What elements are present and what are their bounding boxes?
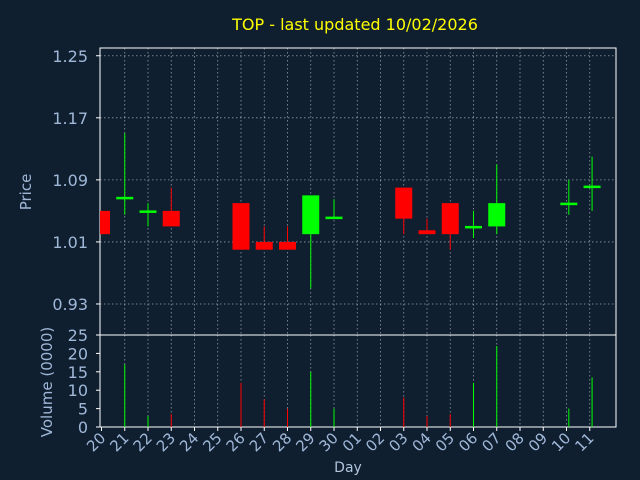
candle-body	[325, 216, 343, 220]
volume-tick-label: 20	[68, 344, 88, 363]
price-tick-label: 1.01	[52, 233, 88, 252]
price-tick-label: 0.93	[52, 295, 88, 314]
candle-body	[418, 230, 436, 235]
candle-body	[488, 203, 506, 227]
candle-body	[116, 196, 134, 200]
volume-tick-label: 10	[68, 381, 88, 400]
volume-tick-label: 25	[68, 326, 88, 345]
candle-body	[395, 187, 413, 219]
candle-body	[139, 210, 157, 213]
chart-title: TOP - last updated 10/02/2026	[231, 15, 478, 34]
candle-body	[302, 195, 320, 235]
candle-body	[560, 202, 578, 206]
price-axis-label: Price	[17, 174, 35, 211]
volume-tick-label: 5	[78, 400, 88, 419]
price-tick-label: 1.17	[52, 109, 88, 128]
candle-body	[279, 241, 296, 250]
candle-body	[255, 241, 273, 250]
x-axis-label: Day	[334, 460, 362, 476]
volume-tick-label: 0	[78, 418, 88, 437]
candle-body	[465, 225, 482, 229]
volume-tick-label: 15	[68, 363, 88, 382]
candle-body	[100, 210, 110, 235]
candle-body	[583, 185, 601, 189]
candle-body	[232, 203, 250, 250]
price-panel: 1.25 1.17 1.09 1.01 0.93	[52, 47, 617, 336]
price-tick-label: 1.09	[52, 171, 88, 190]
price-tick-label: 1.25	[52, 47, 88, 66]
candle-body	[441, 203, 459, 235]
volume-frame	[99, 334, 617, 428]
candle-body	[162, 210, 180, 227]
volume-axis-label: Volume (0000)	[38, 327, 56, 437]
